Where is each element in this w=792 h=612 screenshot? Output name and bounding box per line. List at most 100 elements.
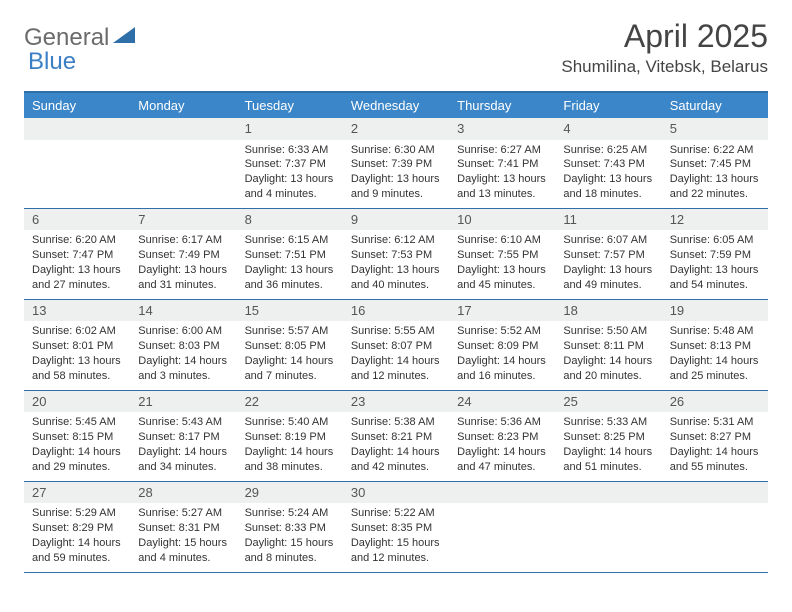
day-line-sunrise: Sunrise: 5:45 AM	[32, 415, 122, 430]
day-line-dl2: and 13 minutes.	[457, 187, 547, 202]
calendar-cell: 11Sunrise: 6:07 AMSunset: 7:57 PMDayligh…	[555, 209, 661, 299]
day-line-dl2: and 34 minutes.	[138, 460, 228, 475]
calendar-cell-empty	[130, 118, 236, 208]
calendar-cell: 8Sunrise: 6:15 AMSunset: 7:51 PMDaylight…	[237, 209, 343, 299]
day-number: 9	[343, 209, 449, 231]
calendar-cell: 5Sunrise: 6:22 AMSunset: 7:45 PMDaylight…	[662, 118, 768, 208]
day-line-dl2: and 31 minutes.	[138, 278, 228, 293]
day-line-dl2: and 38 minutes.	[245, 460, 335, 475]
day-line-dl2: and 27 minutes.	[32, 278, 122, 293]
calendar-week: 20Sunrise: 5:45 AMSunset: 8:15 PMDayligh…	[24, 391, 768, 482]
day-number	[662, 482, 768, 504]
calendar-cell: 12Sunrise: 6:05 AMSunset: 7:59 PMDayligh…	[662, 209, 768, 299]
day-line-sunrise: Sunrise: 6:07 AM	[563, 233, 653, 248]
title-block: April 2025 Shumilina, Vitebsk, Belarus	[561, 18, 768, 77]
day-line-dl2: and 4 minutes.	[245, 187, 335, 202]
month-title: April 2025	[561, 18, 768, 55]
day-line-sunrise: Sunrise: 5:43 AM	[138, 415, 228, 430]
day-line-dl1: Daylight: 13 hours	[351, 172, 441, 187]
day-body	[662, 503, 768, 557]
day-number: 17	[449, 300, 555, 322]
day-body: Sunrise: 5:31 AMSunset: 8:27 PMDaylight:…	[662, 412, 768, 480]
day-line-dl2: and 36 minutes.	[245, 278, 335, 293]
day-line-sunrise: Sunrise: 5:27 AM	[138, 506, 228, 521]
weekday-header: SundayMondayTuesdayWednesdayThursdayFrid…	[24, 93, 768, 118]
day-line-sunrise: Sunrise: 5:24 AM	[245, 506, 335, 521]
day-body: Sunrise: 5:29 AMSunset: 8:29 PMDaylight:…	[24, 503, 130, 571]
calendar-cell: 24Sunrise: 5:36 AMSunset: 8:23 PMDayligh…	[449, 391, 555, 481]
day-body: Sunrise: 5:48 AMSunset: 8:13 PMDaylight:…	[662, 321, 768, 389]
logo-triangle-icon	[113, 27, 135, 50]
day-line-dl2: and 4 minutes.	[138, 551, 228, 566]
calendar-week: 13Sunrise: 6:02 AMSunset: 8:01 PMDayligh…	[24, 300, 768, 391]
day-line-sunset: Sunset: 7:49 PM	[138, 248, 228, 263]
day-line-dl1: Daylight: 15 hours	[245, 536, 335, 551]
calendar-cell: 26Sunrise: 5:31 AMSunset: 8:27 PMDayligh…	[662, 391, 768, 481]
day-body: Sunrise: 5:33 AMSunset: 8:25 PMDaylight:…	[555, 412, 661, 480]
day-line-sunrise: Sunrise: 5:48 AM	[670, 324, 760, 339]
day-line-dl2: and 40 minutes.	[351, 278, 441, 293]
day-number: 19	[662, 300, 768, 322]
day-body: Sunrise: 5:40 AMSunset: 8:19 PMDaylight:…	[237, 412, 343, 480]
day-number: 10	[449, 209, 555, 231]
day-number: 16	[343, 300, 449, 322]
day-line-sunset: Sunset: 8:03 PM	[138, 339, 228, 354]
day-line-sunset: Sunset: 7:47 PM	[32, 248, 122, 263]
day-line-sunrise: Sunrise: 6:25 AM	[563, 143, 653, 158]
day-number: 15	[237, 300, 343, 322]
day-line-dl1: Daylight: 14 hours	[670, 354, 760, 369]
day-number: 25	[555, 391, 661, 413]
day-line-dl2: and 7 minutes.	[245, 369, 335, 384]
calendar-cell: 21Sunrise: 5:43 AMSunset: 8:17 PMDayligh…	[130, 391, 236, 481]
calendar-week: 6Sunrise: 6:20 AMSunset: 7:47 PMDaylight…	[24, 209, 768, 300]
calendar-cell: 3Sunrise: 6:27 AMSunset: 7:41 PMDaylight…	[449, 118, 555, 208]
day-line-dl1: Daylight: 14 hours	[32, 536, 122, 551]
day-line-sunrise: Sunrise: 5:31 AM	[670, 415, 760, 430]
calendar-cell: 6Sunrise: 6:20 AMSunset: 7:47 PMDaylight…	[24, 209, 130, 299]
day-body: Sunrise: 5:27 AMSunset: 8:31 PMDaylight:…	[130, 503, 236, 571]
day-body: Sunrise: 5:24 AMSunset: 8:33 PMDaylight:…	[237, 503, 343, 571]
day-line-dl1: Daylight: 14 hours	[138, 445, 228, 460]
day-line-dl1: Daylight: 13 hours	[457, 172, 547, 187]
calendar-cell: 25Sunrise: 5:33 AMSunset: 8:25 PMDayligh…	[555, 391, 661, 481]
day-line-sunset: Sunset: 8:09 PM	[457, 339, 547, 354]
day-line-sunrise: Sunrise: 6:27 AM	[457, 143, 547, 158]
day-line-dl2: and 8 minutes.	[245, 551, 335, 566]
day-line-dl2: and 55 minutes.	[670, 460, 760, 475]
day-line-sunrise: Sunrise: 6:30 AM	[351, 143, 441, 158]
day-body	[130, 140, 236, 194]
day-body: Sunrise: 6:12 AMSunset: 7:53 PMDaylight:…	[343, 230, 449, 298]
calendar-cell: 7Sunrise: 6:17 AMSunset: 7:49 PMDaylight…	[130, 209, 236, 299]
day-line-sunset: Sunset: 7:41 PM	[457, 157, 547, 172]
day-line-sunset: Sunset: 8:23 PM	[457, 430, 547, 445]
day-line-dl1: Daylight: 13 hours	[670, 172, 760, 187]
day-number: 28	[130, 482, 236, 504]
day-line-sunrise: Sunrise: 6:15 AM	[245, 233, 335, 248]
calendar-cell: 16Sunrise: 5:55 AMSunset: 8:07 PMDayligh…	[343, 300, 449, 390]
day-line-dl2: and 18 minutes.	[563, 187, 653, 202]
day-line-sunset: Sunset: 8:33 PM	[245, 521, 335, 536]
day-body: Sunrise: 6:15 AMSunset: 7:51 PMDaylight:…	[237, 230, 343, 298]
day-line-sunrise: Sunrise: 5:55 AM	[351, 324, 441, 339]
day-number: 24	[449, 391, 555, 413]
day-line-dl1: Daylight: 14 hours	[245, 445, 335, 460]
calendar-cell: 19Sunrise: 5:48 AMSunset: 8:13 PMDayligh…	[662, 300, 768, 390]
day-line-sunrise: Sunrise: 5:40 AM	[245, 415, 335, 430]
day-line-sunrise: Sunrise: 5:36 AM	[457, 415, 547, 430]
day-number: 2	[343, 118, 449, 140]
day-body: Sunrise: 6:25 AMSunset: 7:43 PMDaylight:…	[555, 140, 661, 208]
day-body: Sunrise: 6:00 AMSunset: 8:03 PMDaylight:…	[130, 321, 236, 389]
day-body: Sunrise: 5:57 AMSunset: 8:05 PMDaylight:…	[237, 321, 343, 389]
day-line-sunset: Sunset: 8:31 PM	[138, 521, 228, 536]
calendar-cell: 14Sunrise: 6:00 AMSunset: 8:03 PMDayligh…	[130, 300, 236, 390]
day-line-sunset: Sunset: 7:39 PM	[351, 157, 441, 172]
day-line-dl2: and 12 minutes.	[351, 369, 441, 384]
day-line-dl2: and 49 minutes.	[563, 278, 653, 293]
day-line-sunrise: Sunrise: 6:10 AM	[457, 233, 547, 248]
calendar-cell-empty	[555, 482, 661, 572]
day-body: Sunrise: 5:52 AMSunset: 8:09 PMDaylight:…	[449, 321, 555, 389]
logo-text-2-wrap: Blue	[28, 48, 76, 76]
day-number: 1	[237, 118, 343, 140]
day-line-sunset: Sunset: 8:13 PM	[670, 339, 760, 354]
day-line-sunrise: Sunrise: 5:38 AM	[351, 415, 441, 430]
